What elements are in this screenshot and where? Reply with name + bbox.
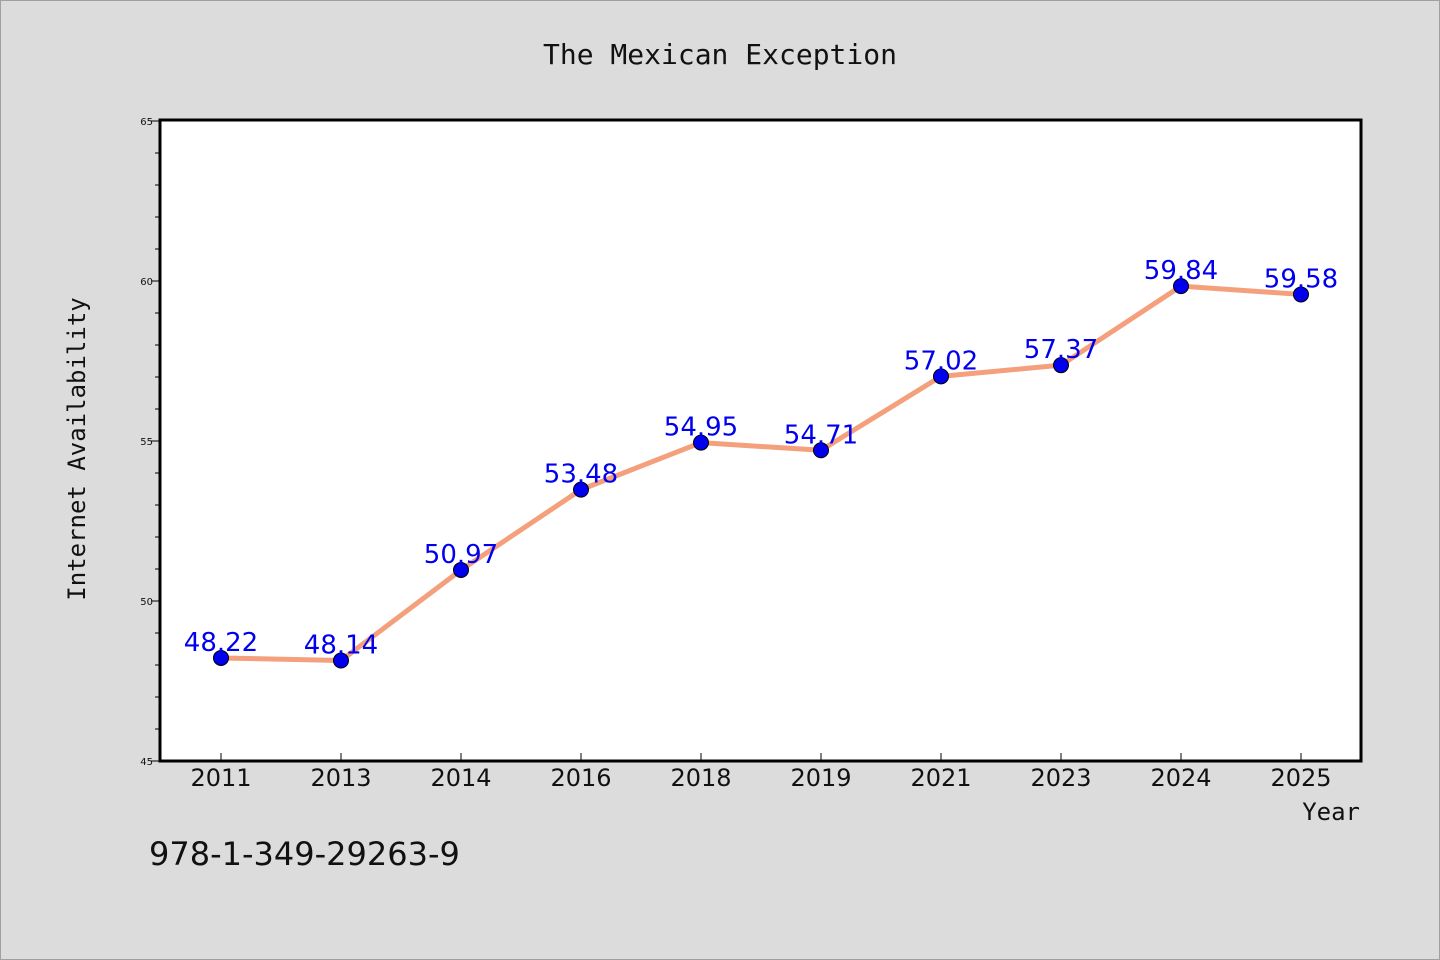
x-tick-label: 2019 [790,764,851,792]
series-group [213,278,1309,669]
x-axis-label: Year [1302,798,1360,826]
x-tick-label: 2014 [430,764,491,792]
data-label: 53.48 [544,460,618,490]
data-label: 48.14 [304,631,378,661]
data-point [693,434,709,451]
data-label: 57.37 [1024,335,1098,365]
data-point [1053,357,1069,374]
y-tick-label: 60 [140,277,153,288]
x-tick-label: 2016 [550,764,611,792]
x-tick-label: 2021 [910,764,971,792]
isbn-text: 978-1-349-29263-9 [149,835,460,873]
data-point [213,649,229,666]
data-label: 54.95 [664,413,738,443]
chart-title: The Mexican Exception [543,38,897,71]
y-tick-label: 55 [140,437,153,448]
data-label: 59.58 [1264,264,1338,294]
data-point [453,561,469,578]
data-label: 50.97 [424,540,498,570]
data-label: 57.02 [904,346,978,376]
x-tick-label: 2018 [670,764,731,792]
data-label: 54.71 [784,420,858,450]
data-point [1173,278,1189,295]
plot-area [158,118,1363,763]
x-tick-label: 2013 [310,764,371,792]
data-point [573,481,589,498]
y-tick-label: 65 [140,117,153,128]
data-point [933,368,949,385]
data-label: 48.22 [184,628,258,658]
y-tick-label: 50 [140,597,153,608]
y-axis-label: Internet Availability [63,297,91,600]
x-axis: 2011 2013 2014 2016 2018 2019 2021 2023 2024 2025 [190,753,1332,792]
data-point [813,442,829,459]
data-point [333,652,349,669]
x-tick-label: 2023 [1030,764,1091,792]
y-axis: 45 50 55 60 65 [140,117,161,768]
x-tick-label: 2025 [1270,764,1331,792]
x-tick-label: 2024 [1150,764,1211,792]
y-tick-label: 45 [140,757,153,768]
data-label-group: 48.22 48.14 50.97 53.48 54.95 54.71 57.02 57.37… [184,256,1338,660]
data-label: 59.84 [1144,256,1218,286]
data-point [1293,286,1309,303]
series-line [218,283,1304,664]
x-tick-label: 2011 [190,764,251,792]
